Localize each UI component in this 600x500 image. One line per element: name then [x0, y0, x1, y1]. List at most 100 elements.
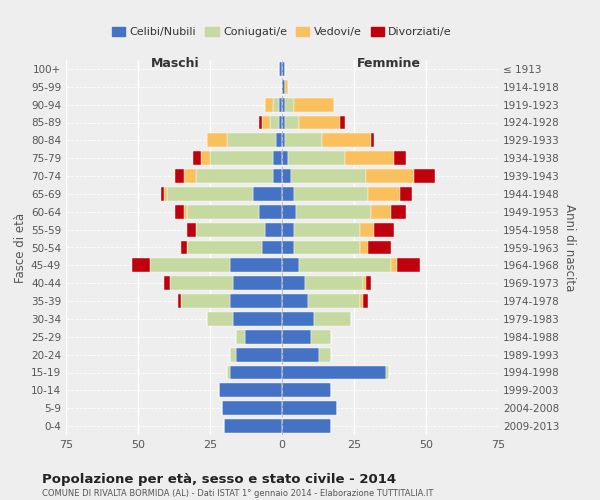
Bar	[175, 205, 184, 219]
Bar	[374, 222, 394, 236]
Text: Popolazione per età, sesso e stato civile - 2014: Popolazione per età, sesso e stato civil…	[42, 472, 396, 486]
Bar	[282, 294, 308, 308]
Bar	[210, 151, 274, 165]
Bar	[282, 276, 305, 290]
Bar	[282, 116, 285, 130]
Bar	[314, 312, 351, 326]
Bar	[167, 187, 253, 201]
Bar	[308, 294, 360, 308]
Bar	[253, 187, 282, 201]
Bar	[362, 276, 365, 290]
Bar	[365, 276, 371, 290]
Bar	[218, 384, 282, 398]
Bar	[282, 222, 293, 236]
Bar	[187, 205, 259, 219]
Bar	[279, 116, 282, 130]
Bar	[282, 419, 331, 433]
Bar	[282, 312, 314, 326]
Bar	[293, 240, 360, 254]
Bar	[415, 169, 434, 183]
Bar	[271, 116, 279, 130]
Bar	[236, 330, 245, 344]
Bar	[262, 116, 271, 130]
Bar	[282, 258, 299, 272]
Bar	[290, 169, 365, 183]
Bar	[282, 240, 293, 254]
Bar	[274, 169, 282, 183]
Bar	[196, 169, 274, 183]
Bar	[391, 205, 406, 219]
Bar	[285, 134, 322, 147]
Bar	[311, 330, 331, 344]
Bar	[279, 62, 282, 76]
Bar	[360, 240, 368, 254]
Bar	[230, 258, 282, 272]
Bar	[265, 222, 282, 236]
Bar	[282, 205, 296, 219]
Text: COMUNE DI RIVALTA BORMIDA (AL) - Dati ISTAT 1° gennaio 2014 - Elaborazione TUTTI: COMUNE DI RIVALTA BORMIDA (AL) - Dati IS…	[42, 489, 433, 498]
Bar	[293, 98, 334, 112]
Bar	[230, 366, 282, 380]
Bar	[184, 205, 187, 219]
Bar	[227, 366, 230, 380]
Bar	[236, 348, 282, 362]
Bar	[184, 169, 196, 183]
Bar	[132, 258, 149, 272]
Bar	[305, 276, 362, 290]
Bar	[230, 348, 236, 362]
Bar	[282, 169, 290, 183]
Bar	[259, 116, 262, 130]
Bar	[293, 222, 360, 236]
Bar	[397, 258, 420, 272]
Bar	[365, 169, 415, 183]
Bar	[400, 187, 412, 201]
Bar	[386, 366, 389, 380]
Bar	[282, 98, 285, 112]
Bar	[360, 222, 374, 236]
Bar	[319, 348, 331, 362]
Bar	[288, 151, 346, 165]
Bar	[161, 187, 164, 201]
Bar	[279, 98, 282, 112]
Bar	[207, 312, 233, 326]
Bar	[282, 151, 288, 165]
Bar	[285, 116, 299, 130]
Bar	[274, 98, 279, 112]
Bar	[164, 276, 170, 290]
Bar	[202, 151, 210, 165]
Text: Maschi: Maschi	[151, 57, 200, 70]
Bar	[394, 151, 406, 165]
Bar	[207, 134, 227, 147]
Bar	[227, 134, 276, 147]
Bar	[368, 187, 400, 201]
Bar	[368, 240, 391, 254]
Bar	[265, 98, 274, 112]
Bar	[274, 151, 282, 165]
Bar	[187, 240, 262, 254]
Bar	[391, 258, 397, 272]
Bar	[262, 240, 282, 254]
Y-axis label: Anni di nascita: Anni di nascita	[563, 204, 576, 291]
Bar	[360, 294, 362, 308]
Bar	[245, 330, 282, 344]
Bar	[282, 80, 285, 94]
Bar	[175, 169, 184, 183]
Bar	[282, 62, 285, 76]
Legend: Celibi/Nubili, Coniugati/e, Vedovi/e, Divorziati/e: Celibi/Nubili, Coniugati/e, Vedovi/e, Di…	[107, 22, 457, 42]
Text: Femmine: Femmine	[356, 57, 421, 70]
Bar	[296, 205, 371, 219]
Bar	[230, 294, 282, 308]
Bar	[299, 258, 391, 272]
Bar	[181, 294, 230, 308]
Bar	[259, 205, 282, 219]
Bar	[322, 134, 371, 147]
Bar	[371, 205, 391, 219]
Bar	[346, 151, 394, 165]
Bar	[196, 222, 265, 236]
Bar	[282, 187, 293, 201]
Bar	[164, 187, 167, 201]
Bar	[149, 258, 230, 272]
Bar	[233, 276, 282, 290]
Bar	[224, 419, 282, 433]
Bar	[285, 98, 293, 112]
